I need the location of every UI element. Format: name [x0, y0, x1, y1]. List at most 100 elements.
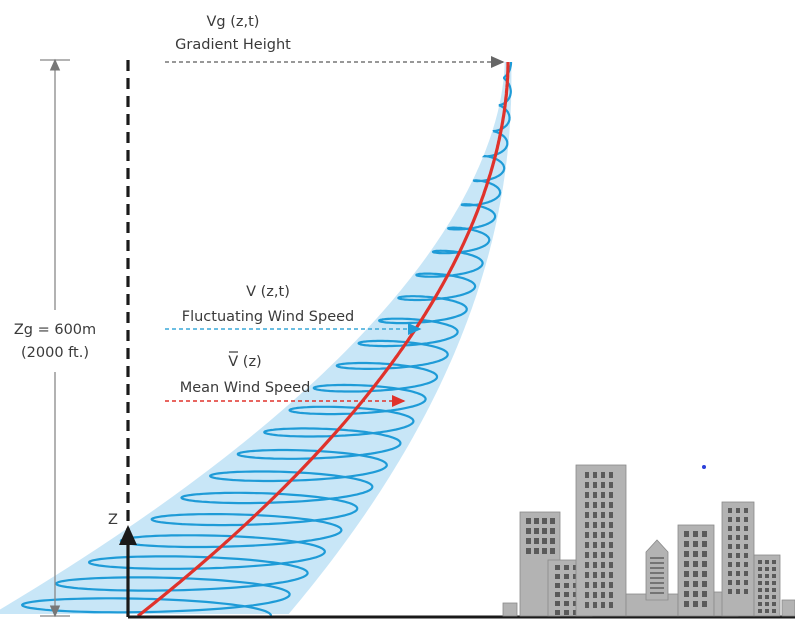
building-window: [601, 542, 605, 548]
building-window: [555, 610, 560, 615]
building-window: [609, 592, 613, 598]
building-window: [609, 602, 613, 608]
building-window: [728, 580, 732, 585]
building-window: [573, 565, 578, 570]
building-window: [609, 562, 613, 568]
building-window: [744, 571, 748, 576]
building-window: [765, 602, 769, 606]
building-window: [744, 526, 748, 531]
building-window: [609, 542, 613, 548]
building-window: [693, 571, 698, 577]
building-window: [593, 482, 597, 488]
building-window: [765, 609, 769, 613]
building-window: [744, 580, 748, 585]
building-window: [736, 589, 740, 594]
building-window: [585, 482, 589, 488]
building-window: [693, 581, 698, 587]
building-window: [736, 517, 740, 522]
building-window: [593, 582, 597, 588]
building-window: [772, 588, 776, 592]
building-window: [765, 588, 769, 592]
building-window: [573, 601, 578, 606]
city-skyline: [502, 464, 795, 617]
building-window: [684, 531, 689, 537]
building-window: [593, 532, 597, 538]
stray-dot: [702, 465, 706, 469]
building-window: [593, 542, 597, 548]
building-window: [555, 583, 560, 588]
gradient-velocity-label: Vg (z,t): [207, 14, 260, 30]
building-window: [702, 571, 707, 577]
mean-wind-speed-label: Mean Wind Speed: [180, 380, 311, 396]
gradient-height-label: Gradient Height: [175, 37, 291, 53]
building-window: [772, 602, 776, 606]
building-window: [728, 526, 732, 531]
building-window: [684, 571, 689, 577]
building-window: [593, 602, 597, 608]
building-window: [744, 535, 748, 540]
building-window: [609, 512, 613, 518]
building-edge: [781, 599, 795, 617]
building-window: [772, 609, 776, 613]
building-window: [534, 518, 539, 524]
building-window: [609, 482, 613, 488]
building-window: [684, 551, 689, 557]
building-e: [753, 554, 781, 617]
building-window: [585, 602, 589, 608]
building-window: [765, 581, 769, 585]
building-window: [609, 582, 613, 588]
building-window: [744, 589, 748, 594]
building-window: [593, 522, 597, 528]
building-window: [758, 595, 762, 599]
building-window: [736, 580, 740, 585]
building-window: [534, 528, 539, 534]
building-window: [601, 562, 605, 568]
z-axis-label: Z: [108, 512, 118, 528]
building-spire: [645, 539, 669, 601]
building-window: [609, 492, 613, 498]
building-window: [601, 602, 605, 608]
building-window: [585, 502, 589, 508]
gradient-height-value: Zg = 600m: [14, 322, 96, 338]
building-window: [693, 601, 698, 607]
building-window: [593, 492, 597, 498]
building-window: [555, 601, 560, 606]
building-window: [585, 552, 589, 558]
building-window: [601, 522, 605, 528]
building-window: [736, 526, 740, 531]
building-window: [585, 472, 589, 478]
building-window: [744, 508, 748, 513]
z-axis-arrowhead: [119, 525, 137, 545]
building-window: [593, 512, 597, 518]
building-window: [736, 544, 740, 549]
building-window: [702, 541, 707, 547]
building-window: [758, 567, 762, 571]
building-window: [758, 609, 762, 613]
building-window: [550, 518, 555, 524]
building-window: [693, 541, 698, 547]
building-window: [564, 565, 569, 570]
building-window: [693, 531, 698, 537]
building-window: [728, 535, 732, 540]
building-window: [765, 560, 769, 564]
building-window: [728, 571, 732, 576]
building-window: [772, 574, 776, 578]
building-window: [573, 583, 578, 588]
building-window: [550, 548, 555, 554]
building-window: [684, 601, 689, 607]
building-window: [593, 502, 597, 508]
building-window: [728, 508, 732, 513]
fluctuating-wind-speed-label: Fluctuating Wind Speed: [182, 309, 355, 325]
fluctuating-wind-coil: [21, 62, 513, 617]
building-window: [765, 595, 769, 599]
building-window: [693, 591, 698, 597]
building-window: [702, 551, 707, 557]
building-window: [736, 553, 740, 558]
building-window: [744, 553, 748, 558]
building-window: [744, 562, 748, 567]
building-window: [758, 602, 762, 606]
building-window: [702, 581, 707, 587]
building-window: [702, 591, 707, 597]
